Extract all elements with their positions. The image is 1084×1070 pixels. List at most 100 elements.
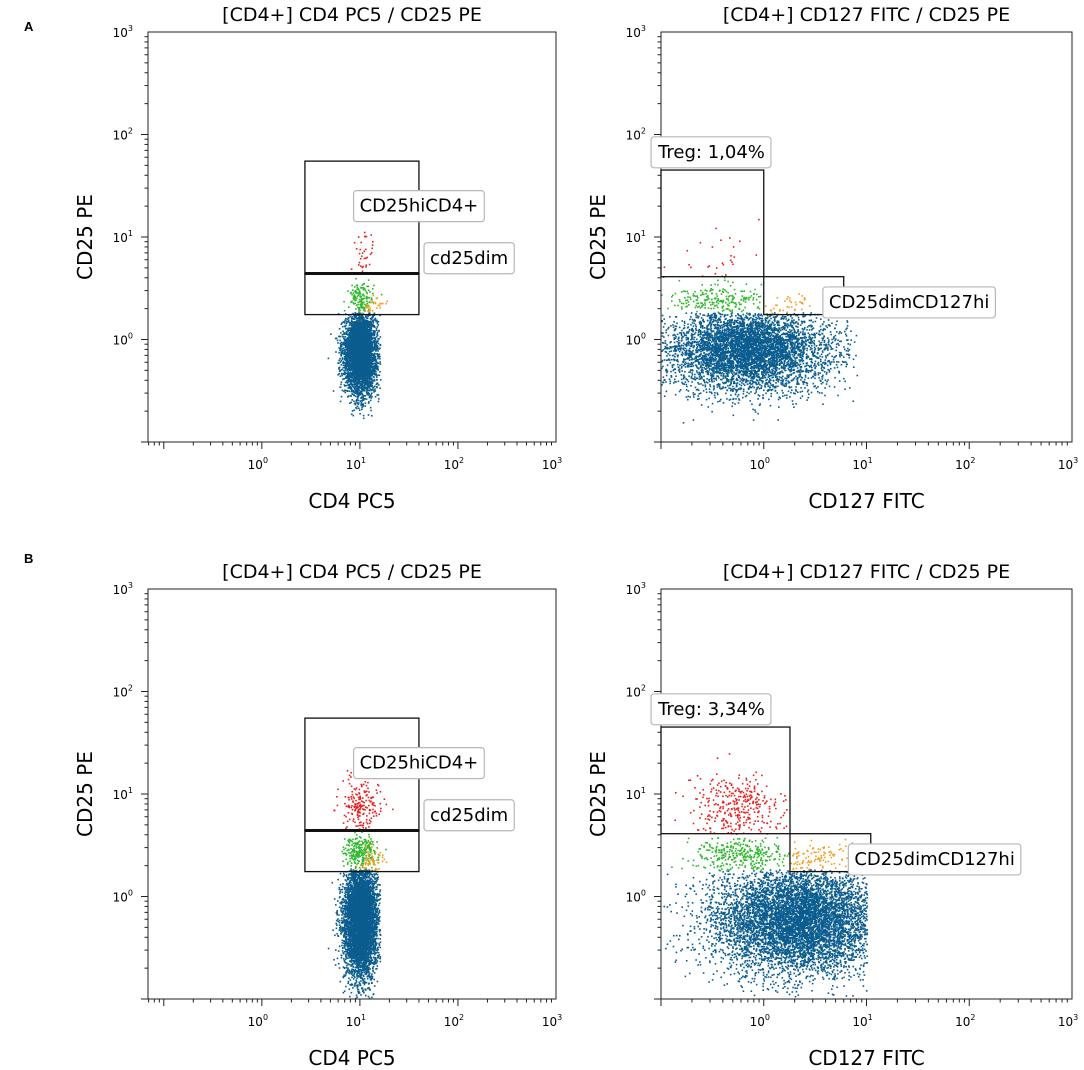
data-point [374, 356, 377, 358]
data-point [376, 348, 379, 351]
data-point [368, 394, 370, 397]
data-point [376, 333, 378, 336]
data-point [347, 317, 349, 319]
data-point [370, 382, 373, 385]
data-point [364, 289, 367, 292]
data-point [365, 357, 368, 359]
data-point [353, 318, 356, 320]
data-point [357, 303, 360, 306]
data-point [370, 341, 372, 343]
data-point [344, 369, 347, 371]
data-point [674, 380, 676, 383]
data-point [719, 387, 721, 389]
data-point [361, 306, 363, 308]
data-point [343, 390, 345, 393]
data-point [372, 350, 374, 352]
data-point [364, 340, 367, 343]
data-point [376, 334, 379, 337]
data-point [376, 376, 378, 378]
data-point [372, 301, 374, 304]
data-point [360, 362, 362, 365]
data-point [353, 323, 356, 326]
data-point [360, 295, 363, 298]
data-point [372, 316, 374, 318]
data-point [366, 322, 368, 324]
data-point [374, 368, 376, 371]
data-point [368, 263, 371, 266]
data-point [354, 321, 357, 323]
data-point [369, 344, 371, 347]
data-point [355, 352, 357, 355]
data-point [355, 248, 358, 250]
data-point [355, 292, 357, 294]
data-point [730, 329, 732, 332]
data-point [369, 324, 371, 327]
data-point [752, 317, 754, 320]
data-point [373, 371, 376, 373]
data-point [379, 344, 382, 347]
data-point [374, 332, 376, 334]
data-point [671, 354, 674, 357]
data-point [339, 346, 342, 348]
gate-label: cd25dim [423, 242, 515, 275]
data-point [340, 345, 343, 347]
data-point [338, 351, 340, 354]
data-point [352, 369, 355, 371]
data-point [377, 369, 379, 371]
data-point [770, 374, 773, 377]
data-point [343, 322, 346, 324]
data-point [359, 341, 361, 343]
data-point [360, 356, 363, 359]
data-point [371, 373, 374, 375]
data-point [673, 358, 675, 361]
data-point [359, 334, 362, 336]
data-point [366, 329, 368, 332]
data-point [697, 329, 700, 332]
data-point [725, 323, 728, 325]
data-point [358, 407, 360, 410]
data-point [375, 365, 377, 367]
data-point [350, 401, 353, 404]
data-point [369, 383, 372, 385]
data-point [360, 265, 362, 267]
data-point [361, 374, 364, 376]
data-point [366, 327, 369, 329]
data-point [368, 357, 371, 360]
data-point [345, 354, 348, 356]
data-point [369, 406, 372, 409]
data-point [347, 320, 350, 323]
data-point [356, 288, 358, 291]
data-point [350, 365, 353, 368]
x-tick-label: 103 [542, 456, 562, 472]
data-point [363, 287, 365, 289]
data-point [376, 353, 379, 356]
data-point [362, 364, 365, 366]
data-point [357, 387, 359, 389]
data-point [367, 386, 369, 388]
data-point [763, 375, 765, 377]
data-point [343, 321, 346, 323]
data-point [362, 342, 365, 345]
data-point [349, 337, 352, 340]
data-point [683, 376, 686, 378]
data-point [340, 359, 343, 362]
data-point [737, 393, 740, 396]
data-point [369, 364, 372, 366]
data-point [359, 342, 362, 345]
data-point [368, 312, 370, 315]
data-point [800, 356, 802, 359]
data-point [352, 377, 355, 380]
data-point [353, 377, 356, 380]
data-point [673, 378, 676, 381]
data-point [839, 354, 841, 356]
data-point [374, 385, 376, 388]
data-point [354, 387, 356, 389]
data-point [377, 357, 379, 360]
data-point [355, 392, 357, 394]
data-point [711, 402, 714, 405]
data-point [358, 335, 361, 338]
data-point [705, 361, 708, 364]
data-point [374, 373, 376, 375]
data-point [354, 381, 356, 383]
